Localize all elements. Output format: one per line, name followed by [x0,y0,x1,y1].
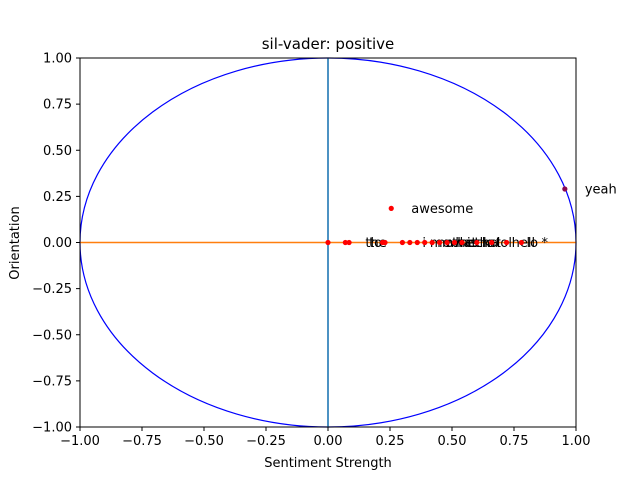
x-tick-label: 0.75 [500,434,529,449]
data-point-label: awesome [411,202,473,217]
data-point [451,239,458,246]
x-tick-label: −0.50 [184,434,224,449]
data-point [325,239,331,246]
x-axis-ticks: −1.00 −0.75 −0.50 −0.25 0.00 0.25 0.50 0.75 1.00 [60,427,590,449]
data-point-label: is [467,236,478,251]
data-point-label: that [474,236,500,251]
y-axis-ticks: 1.00 0.75 0.50 0.25 0.00 −0.25 −0.50 −0.75 −1.00 [32,52,80,436]
data-point [422,239,428,246]
y-tick-label: −0.75 [32,374,72,389]
data-point-label: yeah [585,182,617,197]
x-tick-label: 0.50 [438,434,467,449]
y-tick-label: 1.00 [43,52,72,67]
data-point [382,239,388,246]
x-tick-label: 1.00 [562,434,591,449]
data-point [342,239,348,246]
data-point [407,239,413,246]
data-point [518,239,525,246]
y-tick-label: 0.50 [43,144,72,159]
data-point [388,205,394,211]
plot-layer: yeahawesomethetoimenowwhattheheckisthath… [79,57,617,428]
y-tick-label: 0.75 [43,98,72,113]
x-axis-label: Sentiment Strength [264,456,392,471]
y-axis-label: Orientation [8,206,23,279]
data-point [437,239,443,246]
y-tick-label: 0.00 [43,236,72,251]
data-point [444,239,450,246]
x-tick-label: −0.25 [246,434,286,449]
x-tick-label: 0.00 [314,434,343,449]
data-point [474,239,480,246]
y-tick-label: −0.25 [32,282,72,297]
data-point-label: lo [527,236,539,251]
y-tick-label: −0.50 [32,328,72,343]
x-tick-label: 0.25 [376,434,405,449]
data-point [503,239,510,246]
data-point-label: * [541,236,548,251]
y-tick-label: −1.00 [32,421,72,436]
chart-title: sil-vader: positive [262,35,395,53]
data-point [562,186,568,192]
data-point-label: to [369,236,382,251]
y-tick-label: 0.25 [43,190,72,205]
x-tick-label: −0.75 [122,434,162,449]
data-point [346,239,352,246]
x-tick-label: −1.00 [60,434,100,449]
data-point [489,239,495,246]
data-point-label: the [365,236,386,251]
data-point [399,239,405,246]
data-point [429,239,435,246]
data-point-label: now [437,236,464,251]
data-point [414,239,420,246]
data-point [459,239,465,246]
